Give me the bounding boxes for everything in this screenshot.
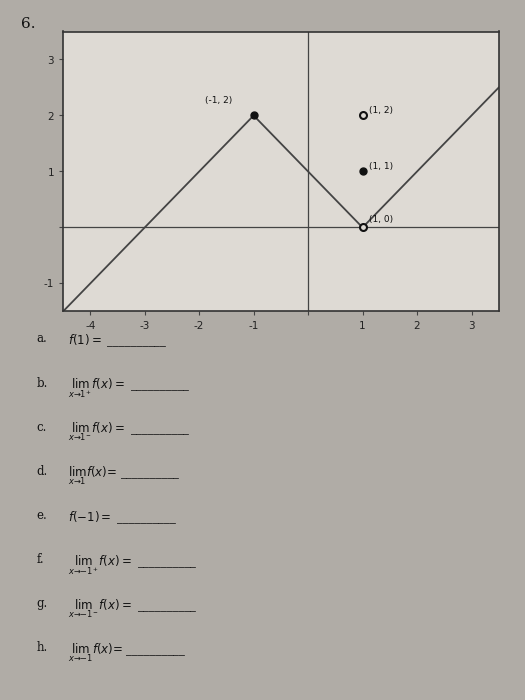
Text: $\lim_{x \to 1^-} f(x) = $ __________: $\lim_{x \to 1^-} f(x) = $ __________ xyxy=(68,421,191,443)
Text: g.: g. xyxy=(37,597,48,610)
Text: d.: d. xyxy=(37,465,48,478)
Text: (1, 1): (1, 1) xyxy=(369,162,393,171)
Text: $\lim_{x \to 1^+} f(x) = $ __________: $\lim_{x \to 1^+} f(x) = $ __________ xyxy=(68,377,191,400)
Text: $\lim_{x \to 1} f(x) = $ __________: $\lim_{x \to 1} f(x) = $ __________ xyxy=(68,465,181,487)
Text: $\lim_{x \to -1^-} f(x) = $ __________: $\lim_{x \to -1^-} f(x) = $ __________ xyxy=(68,597,198,620)
Text: $\lim_{x \to -1^+} f(x) = $ __________: $\lim_{x \to -1^+} f(x) = $ __________ xyxy=(68,553,198,577)
Text: (1, 0): (1, 0) xyxy=(369,215,393,224)
Text: $\lim_{x \to -1} f(x) = $ __________: $\lim_{x \to -1} f(x) = $ __________ xyxy=(68,641,187,664)
Text: e.: e. xyxy=(37,509,47,522)
Text: c.: c. xyxy=(37,421,47,434)
Text: (1, 2): (1, 2) xyxy=(369,106,393,115)
Text: a.: a. xyxy=(37,332,47,346)
Text: 6.: 6. xyxy=(21,18,36,32)
Text: h.: h. xyxy=(37,641,48,654)
Text: b.: b. xyxy=(37,377,48,390)
Text: (-1, 2): (-1, 2) xyxy=(205,96,232,105)
Text: $f(-1) = $ __________: $f(-1) = $ __________ xyxy=(68,509,178,526)
Text: f.: f. xyxy=(37,553,45,566)
Text: $f(1) = $ __________: $f(1) = $ __________ xyxy=(68,332,168,349)
